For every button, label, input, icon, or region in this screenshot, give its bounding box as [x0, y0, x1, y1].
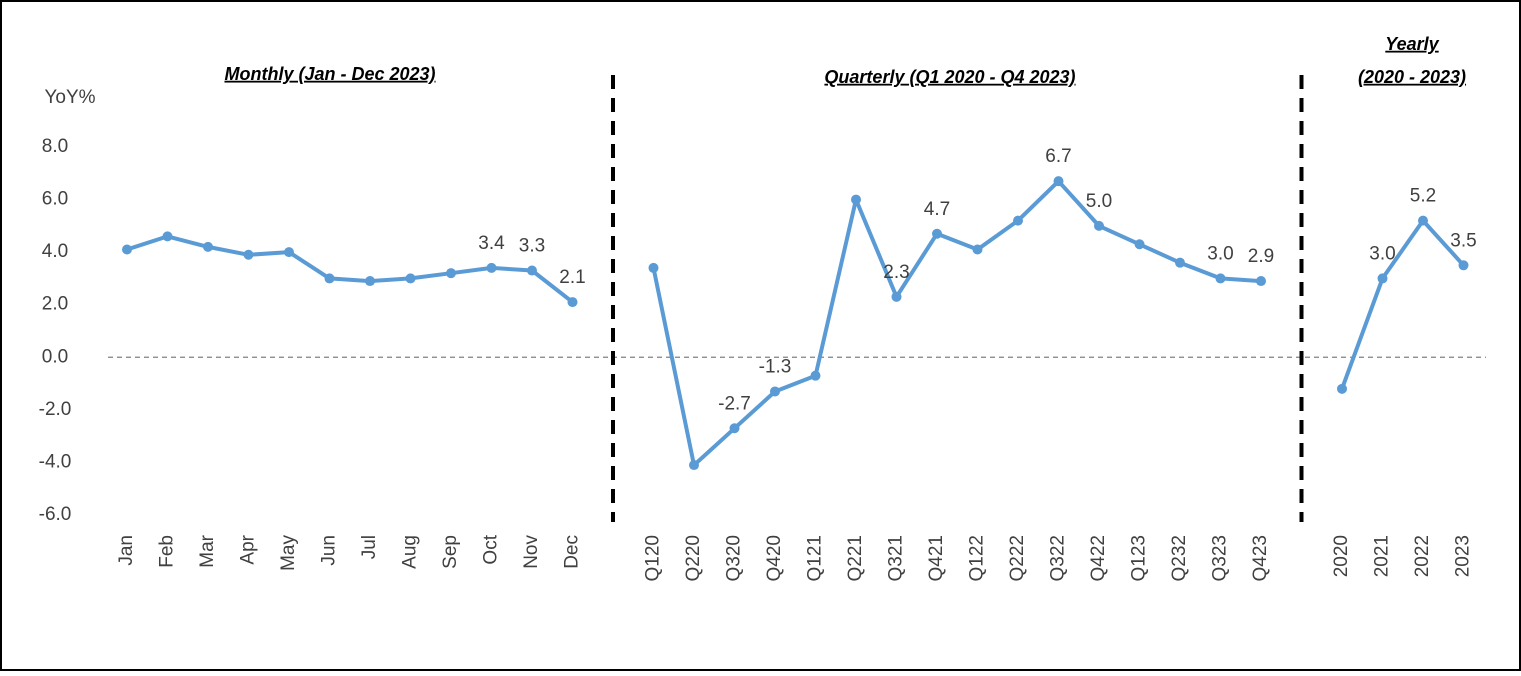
x-tick-label: Q420	[764, 535, 785, 581]
panel-title: Quarterly (Q1 2020 - Q4 2023)	[824, 67, 1075, 87]
x-tick-label: Nov	[521, 535, 542, 569]
data-point	[324, 273, 335, 284]
data-label: 4.7	[924, 199, 950, 220]
data-point	[891, 291, 902, 302]
data-point	[1134, 239, 1145, 250]
data-point	[1377, 273, 1388, 284]
y-tick-label: -2.0	[39, 399, 72, 420]
x-tick-label: Aug	[400, 535, 421, 569]
y-tick-label: 2.0	[42, 294, 68, 315]
y-tick-label: 6.0	[42, 189, 68, 210]
panel-title: Monthly (Jan - Dec 2023)	[224, 64, 435, 84]
data-label: 3.0	[1369, 243, 1395, 264]
y-tick-label: 8.0	[42, 136, 68, 157]
data-point	[770, 386, 780, 397]
x-tick-label: Jun	[319, 535, 340, 566]
x-tick-label: Q323	[1210, 535, 1231, 581]
data-point	[405, 273, 416, 284]
x-tick-label: Sep	[440, 535, 461, 569]
data-label: 6.7	[1045, 146, 1071, 167]
data-point	[1013, 215, 1023, 226]
data-label: -2.7	[718, 393, 751, 414]
x-tick-label: Feb	[157, 535, 178, 568]
data-point	[851, 194, 861, 205]
data-point	[243, 249, 254, 260]
x-tick-label: Q221	[845, 535, 866, 581]
panel-title: Yearly	[1385, 34, 1439, 54]
data-point	[689, 460, 699, 471]
data-label: 3.4	[478, 233, 505, 254]
y-tick-label: -4.0	[39, 451, 72, 472]
data-point	[932, 228, 942, 239]
data-point	[1256, 276, 1266, 287]
data-point	[810, 370, 821, 381]
x-tick-label: Q120	[643, 535, 664, 581]
x-tick-label: Q121	[805, 535, 826, 581]
data-point	[122, 244, 132, 255]
x-tick-label: Q421	[926, 535, 947, 581]
data-point	[446, 268, 456, 279]
data-point	[1053, 176, 1064, 187]
x-tick-label: Q123	[1129, 535, 1150, 581]
y-tick-label: 4.0	[42, 241, 68, 262]
x-tick-label: 2023	[1453, 535, 1474, 577]
x-tick-label: May	[278, 535, 299, 571]
x-tick-label: Q422	[1088, 535, 1109, 581]
data-label: 3.0	[1207, 243, 1233, 264]
data-point	[1094, 220, 1104, 231]
x-tick-label: Dec	[562, 535, 583, 569]
x-tick-label: 2022	[1412, 535, 1433, 577]
data-label: 5.0	[1086, 191, 1112, 212]
x-tick-label: Jan	[116, 535, 137, 566]
x-tick-label: Q220	[683, 535, 704, 581]
data-point	[486, 262, 497, 273]
x-tick-label: Q321	[886, 535, 907, 581]
x-tick-label: 2021	[1372, 535, 1393, 577]
series-line	[651, 179, 1262, 468]
data-point	[365, 276, 375, 287]
x-tick-label: Oct	[481, 534, 502, 564]
x-tick-label: Q232	[1169, 535, 1190, 581]
x-tick-label: Q320	[724, 535, 745, 581]
data-point	[1215, 273, 1226, 284]
y-tick-label: -6.0	[39, 504, 72, 525]
data-point	[648, 262, 659, 273]
data-point	[284, 247, 294, 258]
data-label: 2.1	[559, 267, 585, 288]
data-point	[527, 265, 537, 276]
x-tick-label: Jul	[359, 535, 380, 559]
x-tick-label: Q423	[1250, 535, 1271, 581]
data-point	[203, 241, 213, 252]
x-tick-label: Q222	[1007, 535, 1028, 581]
data-point	[162, 231, 173, 242]
x-tick-label: Mar	[197, 534, 218, 567]
data-point	[729, 423, 740, 434]
data-point	[1175, 257, 1185, 268]
data-point	[1337, 383, 1347, 394]
data-point	[972, 244, 983, 255]
data-label: 3.5	[1450, 230, 1476, 251]
data-label: -1.3	[759, 356, 792, 377]
series-line	[1340, 218, 1465, 390]
y-axis-label: YoY%	[44, 87, 95, 108]
x-tick-label: Q122	[967, 535, 988, 581]
y-tick-label: 0.0	[42, 346, 68, 367]
data-label: 5.2	[1410, 186, 1436, 207]
data-label: 2.3	[883, 262, 909, 283]
x-tick-label: Q322	[1048, 535, 1069, 581]
data-point	[1418, 215, 1428, 226]
panel-title: (2020 - 2023)	[1358, 67, 1466, 87]
data-point	[1458, 260, 1469, 271]
series-line	[126, 234, 574, 304]
data-label: 3.3	[519, 236, 545, 257]
x-tick-label: 2020	[1331, 535, 1352, 577]
x-tick-label: Apr	[238, 534, 259, 564]
data-point	[567, 297, 578, 308]
data-label: 2.9	[1248, 246, 1274, 267]
